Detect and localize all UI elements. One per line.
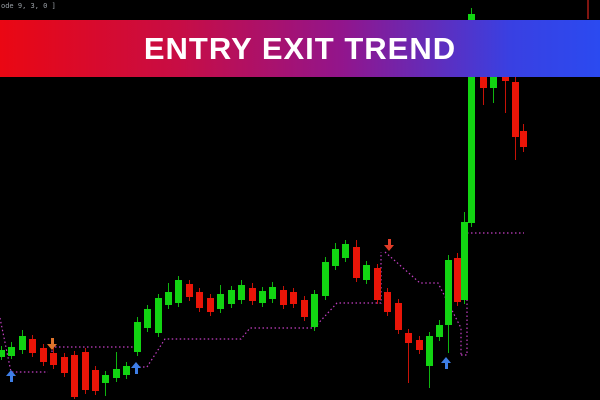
candle-body [154,298,162,333]
buy-arrow-icon [131,362,141,374]
buy-arrow-icon [441,357,451,369]
candle-body [185,284,193,297]
candle-body [383,292,391,312]
candle-wick [104,371,106,396]
title-banner: ENTRY EXIT TREND [0,20,600,77]
candle-body [164,292,172,305]
candle-body [101,375,109,383]
candle-body [373,268,381,300]
candle-body [394,303,402,330]
candle-body [404,333,412,343]
indicator-label: ode 9, 3, 0 ] [1,2,56,10]
candle-body [7,347,15,356]
candle-body [415,340,423,350]
candle-body [310,294,318,327]
candle-body [289,292,297,304]
candle-body [28,339,36,353]
candle-body [258,291,266,303]
buy-arrow-icon [6,370,16,382]
candle-body [519,131,527,147]
candle-body [268,287,276,299]
candle-body [112,369,120,378]
candle-body [39,348,47,362]
sell-arrow-icon [384,239,394,251]
candle-body [467,14,475,223]
candle-body [511,82,519,137]
candle-body [460,222,468,300]
candle-body [279,290,287,305]
candle-body [133,322,141,352]
candle-body [321,262,329,296]
candle-body [352,247,360,278]
banner-title: ENTRY EXIT TREND [143,30,457,66]
candle-body [425,336,433,366]
candle-body [237,285,245,300]
candle-body [18,336,26,350]
candle-wick [504,70,506,113]
stray-wick-mark [587,0,589,19]
candle-wick [115,352,117,382]
candle-body [0,350,5,357]
candle-body [174,280,182,303]
candle-body [453,258,461,302]
candle-body [143,309,151,328]
trend-line-segment [461,232,524,356]
candle-body [444,260,452,325]
candle-body [489,70,497,88]
candle-body [331,249,339,266]
trend-line-segment [384,251,462,355]
candle-body [248,288,256,301]
candle-body [60,357,68,373]
candle-body [49,353,57,365]
candle-body [122,366,130,375]
candle-body [195,292,203,308]
candle-body [362,265,370,280]
candle-body [300,300,308,317]
candle-wick [407,329,409,383]
candle-body [70,355,78,397]
candle-body [216,294,224,309]
candle-body [206,298,214,312]
candle-body [479,70,487,88]
candle-body [435,325,443,337]
candle-body [81,352,89,390]
candle-body [341,244,349,258]
candle-body [91,370,99,391]
candle-body [227,290,235,304]
sell-arrow-icon [47,338,57,350]
